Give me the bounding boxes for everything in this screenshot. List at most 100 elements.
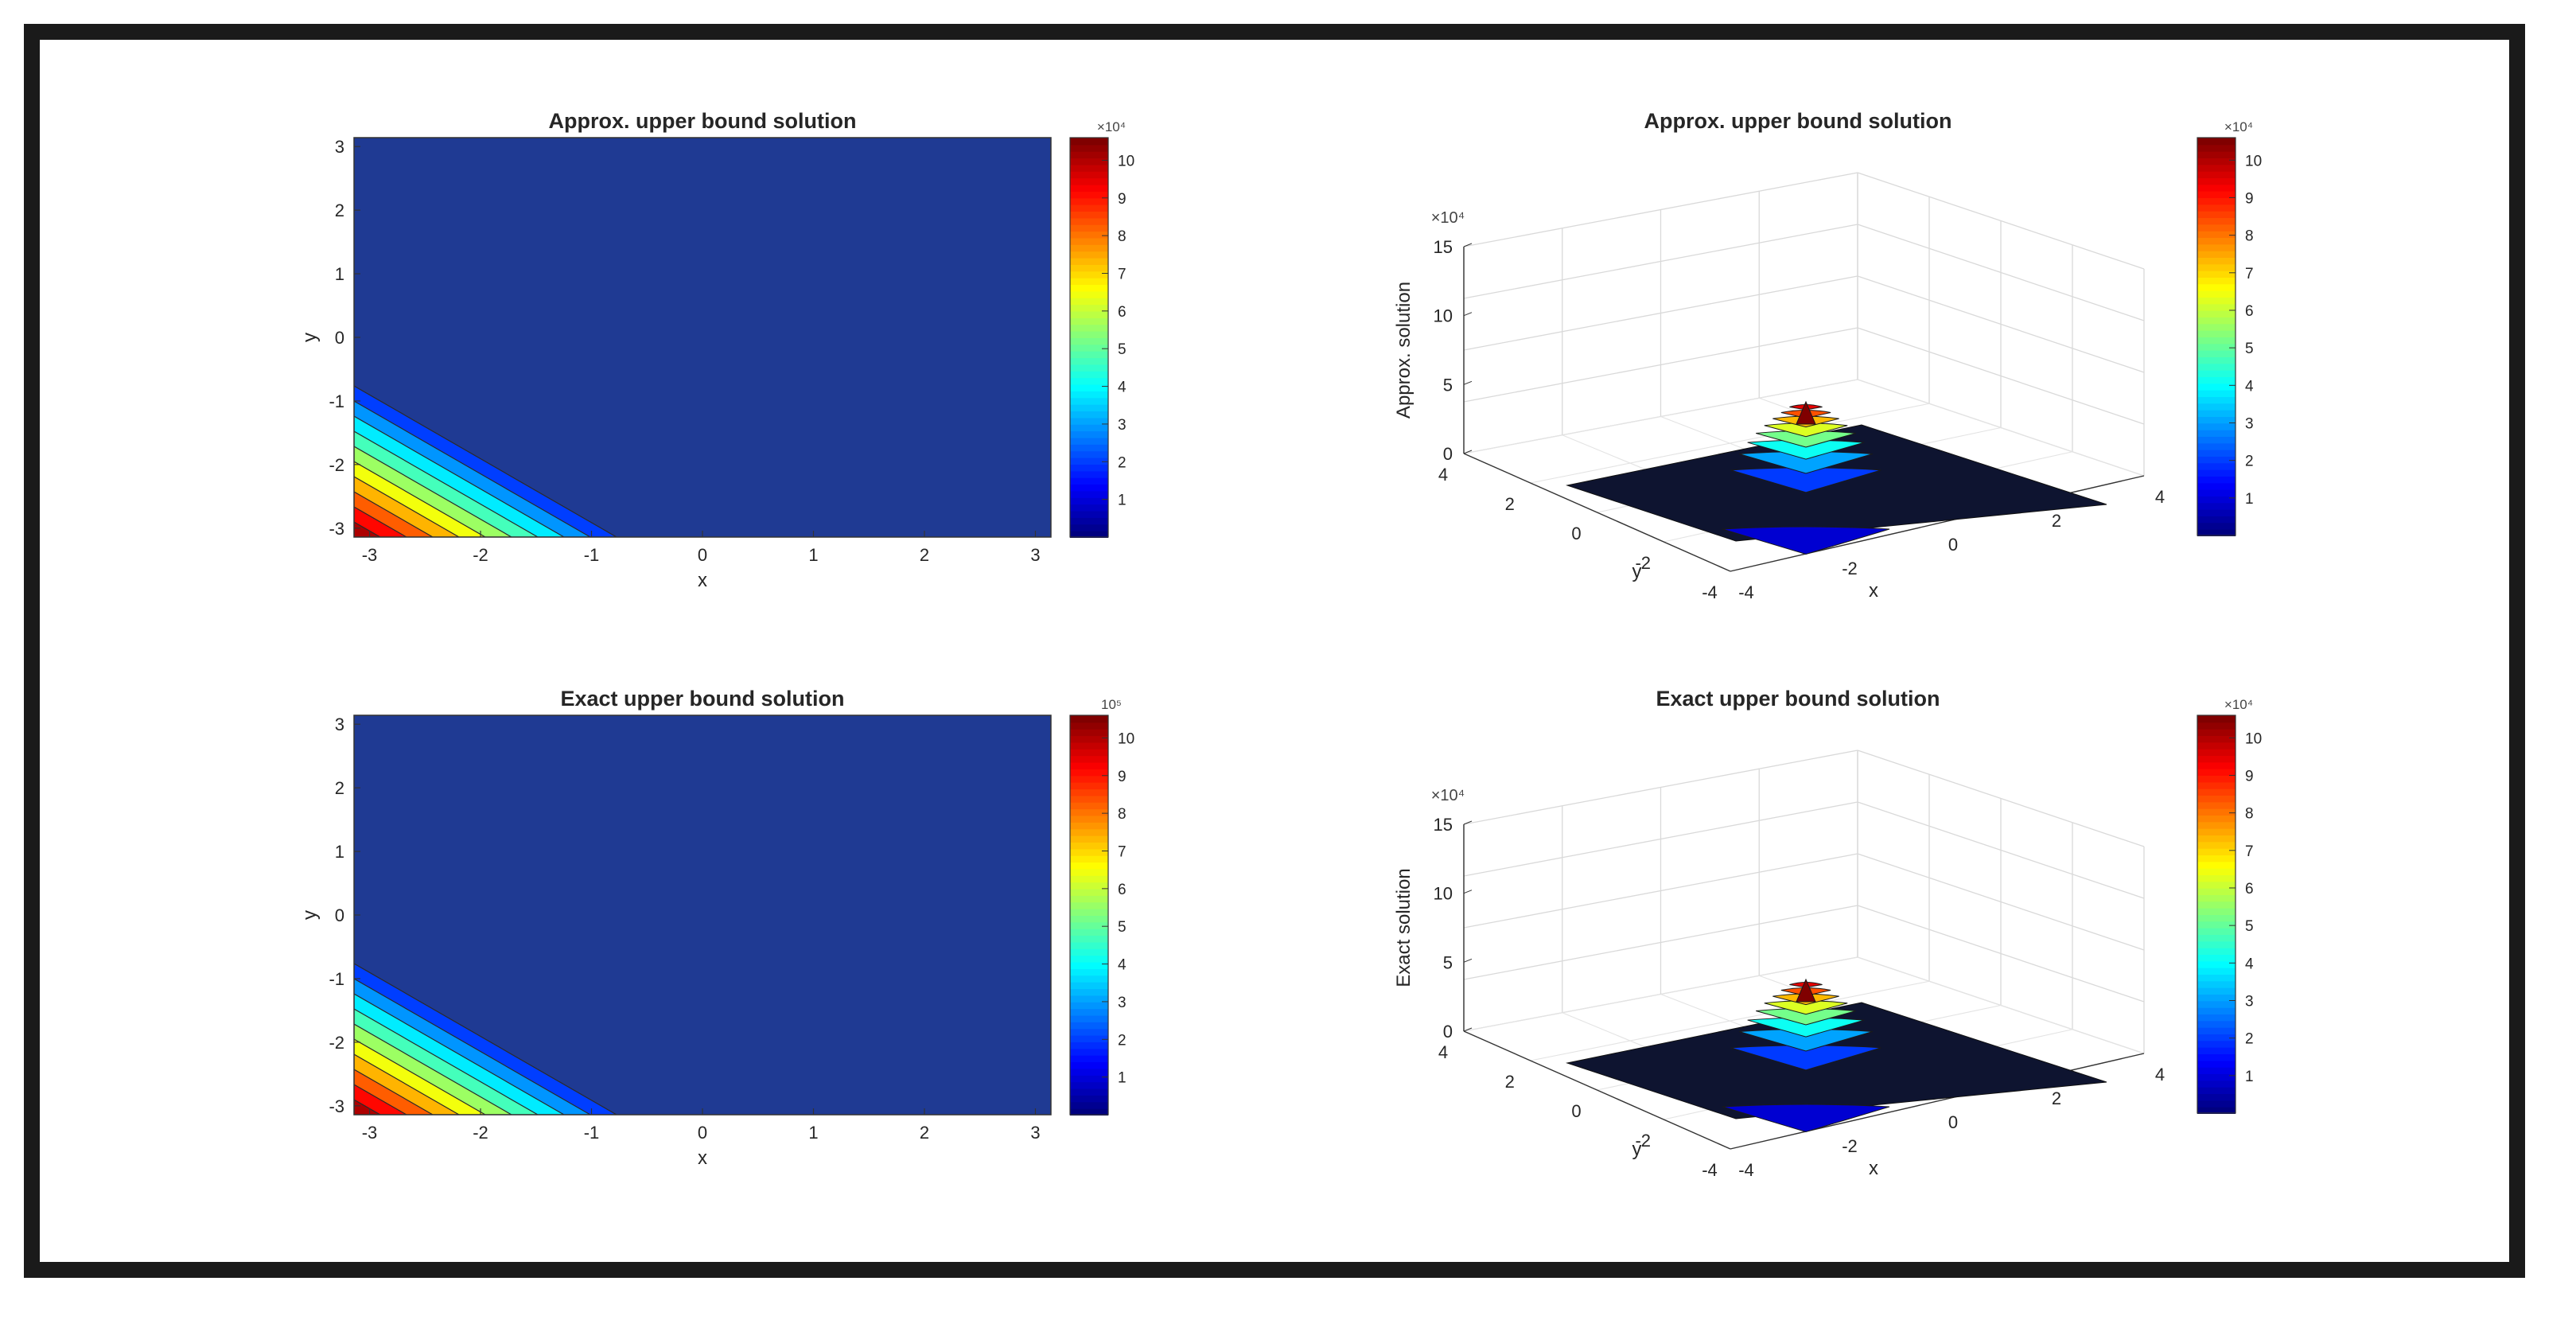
- figure-svg: Approx. upper bound solution -3 -2 -1 0 1 2 3 3 2…: [299, 109, 2262, 1180]
- x-tick-label: -3: [362, 545, 378, 565]
- colorbar-tick-label: 2: [2245, 1031, 2254, 1048]
- colorbar-segment: [2197, 170, 2236, 178]
- surface-mesh-band: [1722, 526, 1890, 555]
- colorbar-segment: [1070, 138, 1108, 146]
- colorbar-segment: [2197, 396, 2236, 404]
- colorbar-segment: [1070, 795, 1108, 803]
- colorbar-segment: [2197, 449, 2236, 457]
- colorbar-segment: [2197, 887, 2236, 895]
- colorbar-segment: [2197, 303, 2236, 311]
- y-tick-label: 4: [1438, 1042, 1448, 1062]
- y-tick-label: 1: [335, 264, 344, 284]
- colorbar-segment: [1070, 231, 1108, 239]
- y-axis-line: [1463, 453, 1731, 572]
- colorbar-segment: [2197, 1020, 2236, 1028]
- colorbar-segment: [2197, 422, 2236, 430]
- colorbar-segment: [1070, 317, 1108, 325]
- colorbar-segment: [1070, 1081, 1108, 1089]
- colorbar-segment: [1070, 748, 1108, 757]
- colorbar-segment: [1070, 848, 1108, 856]
- colorbar-segment: [1070, 941, 1108, 949]
- colorbar-segment: [2197, 204, 2236, 212]
- y-axis-label: y: [1632, 561, 1642, 582]
- colorbar-segment: [1070, 251, 1108, 259]
- colorbar-segment: [2197, 1060, 2236, 1068]
- colorbar-segment: [1070, 450, 1108, 458]
- z-tick-label: 10: [1434, 884, 1453, 904]
- colorbar-segment: [1070, 430, 1108, 438]
- colorbar-segment: [1070, 390, 1108, 399]
- colorbar-segment: [2197, 1106, 2236, 1114]
- x-tick-label: 2: [2052, 1088, 2061, 1108]
- x-axis-label: x: [1869, 580, 1878, 602]
- colorbar-segment: [2197, 755, 2236, 763]
- colorbar-segment: [1070, 397, 1108, 405]
- colorbar-segment: [2197, 748, 2236, 756]
- x-tick-label: 0: [698, 545, 707, 565]
- colorbar-segment: [2197, 343, 2236, 351]
- colorbar-segment: [1070, 715, 1108, 723]
- y-tick-label: -3: [329, 519, 344, 539]
- colorbar-tick-label: 3: [2245, 993, 2254, 1010]
- z-tick-label: 15: [1434, 237, 1453, 257]
- colorbar-segment: [2197, 177, 2236, 185]
- x-axis-label: x: [1869, 1158, 1878, 1179]
- colorbar-segment: [2197, 735, 2236, 743]
- z-tick-label: 15: [1434, 815, 1453, 835]
- y-tick-label: 2: [1505, 1072, 1515, 1092]
- colorbar-segment: [1070, 217, 1108, 225]
- colorbar-segment: [1070, 463, 1108, 472]
- colorbar-segment: [1070, 211, 1108, 219]
- colorbar-segment: [1070, 271, 1108, 278]
- colorbar-segment: [1070, 815, 1108, 823]
- x-tick-label: 1: [808, 1123, 818, 1143]
- colorbar-tick-label: 5: [1118, 919, 1127, 936]
- colorbar-tick-label: 6: [1118, 882, 1127, 898]
- x-tick-label: 2: [920, 545, 929, 565]
- colorbar-segment: [2197, 257, 2236, 265]
- colorbar-segment: [1070, 882, 1108, 890]
- x-axis-label: x: [698, 1147, 707, 1169]
- colorbar-segment: [1070, 955, 1108, 963]
- surface-peak: [1796, 978, 1816, 1003]
- y-tick-label: -4: [1702, 582, 1718, 602]
- x-tick-label: -2: [473, 545, 488, 565]
- colorbar-segment: [2197, 164, 2236, 172]
- colorbar-segment: [2197, 781, 2236, 789]
- colorbar-segment: [2197, 290, 2236, 298]
- colorbar-exponent: 10⁵: [1101, 697, 1122, 712]
- y-tick-label: 2: [335, 201, 344, 220]
- colorbar-segment: [1070, 1008, 1108, 1016]
- colorbar-segment: [1070, 470, 1108, 478]
- colorbar-segment: [2197, 237, 2236, 245]
- colorbar-segment: [1070, 437, 1108, 445]
- colorbar-segment: [1070, 357, 1108, 365]
- colorbar-segment: [2197, 940, 2236, 948]
- z-exponent: ×10⁴: [1431, 787, 1465, 804]
- colorbar-segment: [2197, 927, 2236, 935]
- colorbar-segment: [1070, 928, 1108, 936]
- colorbar-segment: [2197, 158, 2236, 165]
- surface-panel-3: Exact upper bound solution151050×10⁴Exac…: [1393, 687, 2262, 1180]
- colorbar-segment: [1070, 337, 1108, 345]
- x-tick-label: 2: [2052, 511, 2061, 531]
- colorbar-tick-label: 3: [2245, 415, 2254, 432]
- x-tick-label: 1: [808, 545, 818, 565]
- surface-mesh-band: [1722, 1104, 1890, 1133]
- y-tick-label: -2: [329, 455, 344, 475]
- colorbar-segment: [2197, 861, 2236, 869]
- colorbar-segment: [1070, 490, 1108, 498]
- colorbar-segment: [1070, 1068, 1108, 1076]
- colorbar-tick-label: 2: [1118, 454, 1127, 471]
- colorbar-tick-label: 7: [1118, 266, 1127, 282]
- colorbar-segment: [1070, 423, 1108, 432]
- chart-title: Approx. upper bound solution: [1644, 109, 1952, 133]
- colorbar-segment: [1070, 177, 1108, 185]
- colorbar-frame: [1069, 137, 1109, 538]
- colorbar-segment: [1070, 330, 1108, 338]
- colorbar-segment: [2197, 317, 2236, 325]
- colorbar-segment: [1070, 742, 1108, 750]
- x-tick-label: 0: [1948, 535, 1958, 555]
- figure-canvas: Approx. upper bound solution -3 -2 -1 0 1 2 3 3 2…: [40, 40, 2509, 1262]
- chart-title: Exact upper bound solution: [561, 687, 845, 711]
